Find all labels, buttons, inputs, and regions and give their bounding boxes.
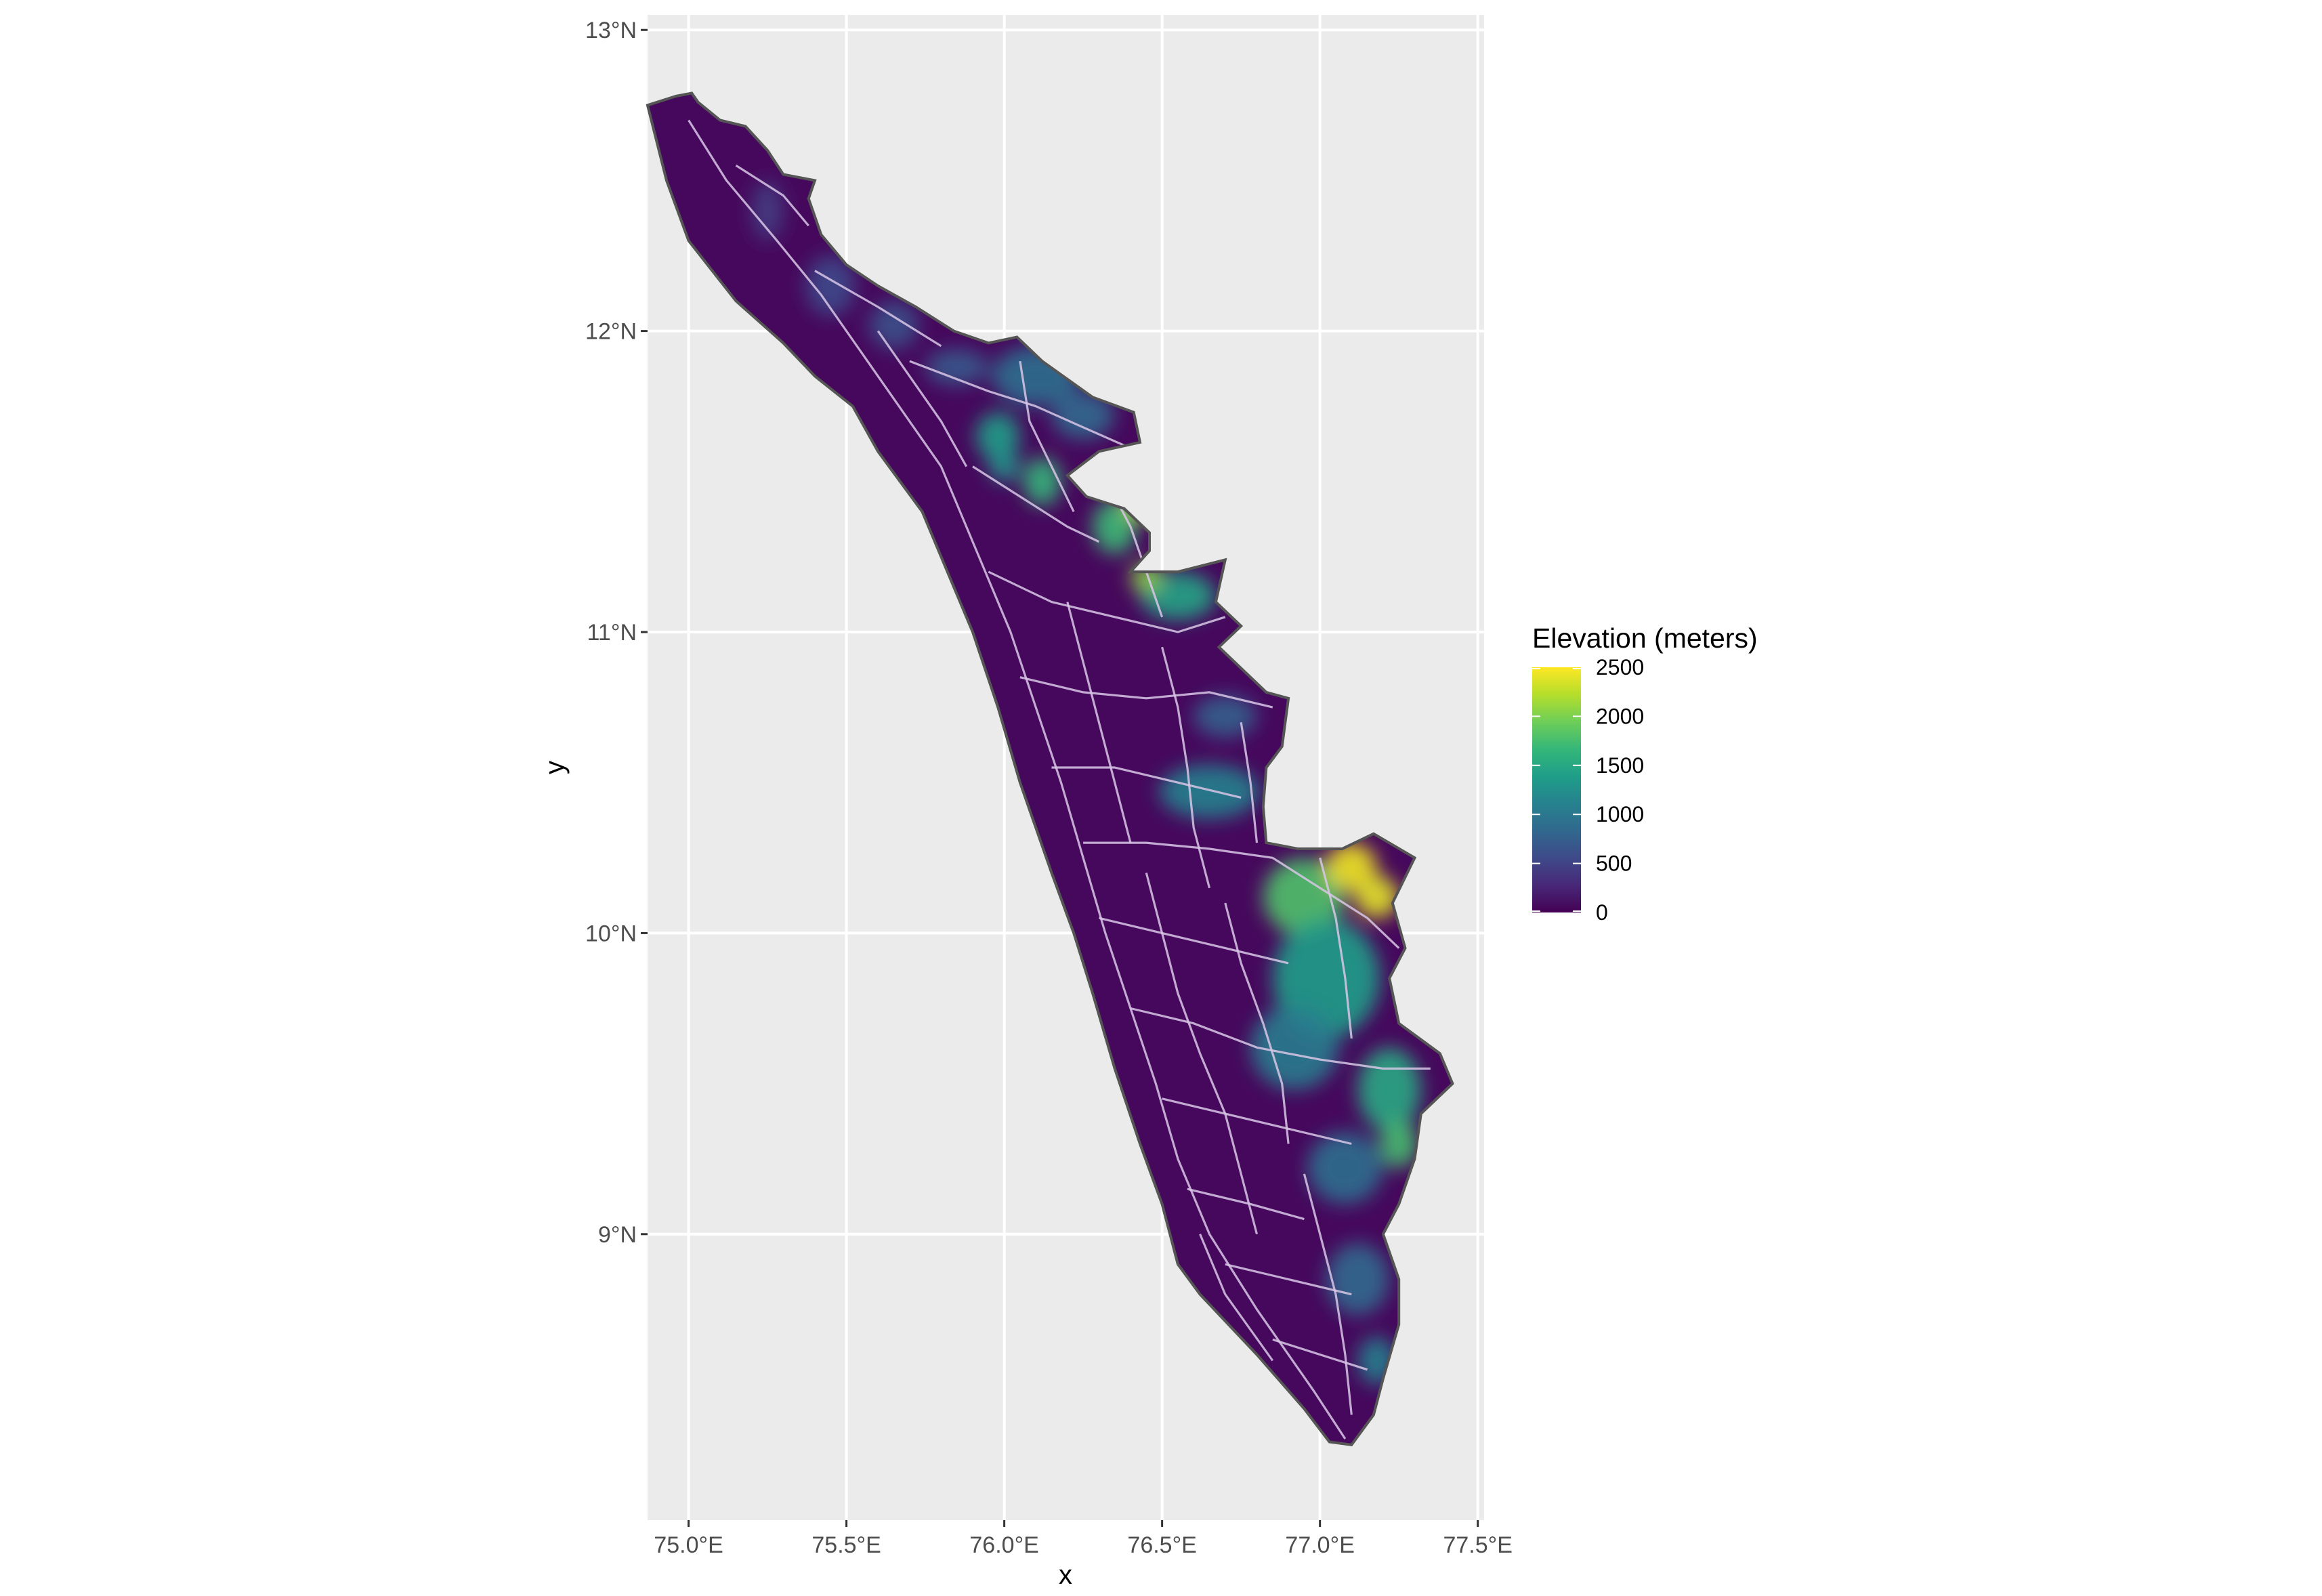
road-line [877,330,968,467]
road-line [688,119,1347,1440]
road-line [1145,873,1259,1235]
road-line [1240,722,1259,843]
road-line [1199,1234,1274,1362]
x-tick-label: 76.5°E [1127,1532,1196,1558]
road-line [1051,766,1242,799]
legend-ticks: 2500 2000 1500 1000 500 0 [1532,655,1644,925]
elevation-patch [925,349,989,385]
x-tick-label: 76.0°E [969,1532,1038,1558]
legend-title: Elevation (meters) [1532,623,1758,654]
state-map [646,91,1454,1447]
y-axis-title: y [540,761,570,774]
legend-break-label: 2000 [1596,704,1644,728]
elevation-patch [1326,843,1377,891]
road-line [1319,857,1353,1039]
legend-break-label: 1500 [1596,753,1644,778]
x-tick-label: 77.5°E [1443,1532,1512,1558]
road-line [814,270,942,348]
x-tick-label: 75.5°E [811,1532,881,1558]
x-axis-title: x [1059,1560,1072,1590]
elevation-patch [988,451,1020,482]
elevation-patch [868,301,919,350]
road-line [1161,646,1211,889]
road-network [688,119,1431,1440]
elevation-patch [1051,391,1115,440]
state-outline [646,91,1454,1447]
elevation-patch [1023,457,1061,506]
road-line [1083,841,1400,949]
elevation-patch [751,180,784,241]
state-base-fill [648,93,1453,1445]
road-line [1066,602,1132,843]
road-line [1303,1173,1353,1415]
elevation-patch [1250,1005,1339,1090]
y-tick-label: 9°N [598,1222,637,1248]
elevation-patch [1380,1119,1418,1169]
legend-break-label: 500 [1596,852,1632,876]
legend-break-label: 1000 [1596,802,1644,826]
road-line [1224,902,1290,1144]
elevation-patch [1354,875,1399,919]
y-axis: 9°N 10°N 11°N 12°N 13°N [585,18,648,1248]
legend-break-label: 0 [1596,900,1608,925]
elevation-patch [1307,1131,1383,1204]
road-line [1019,360,1075,513]
x-axis: 75.0°E 75.5°E 76.0°E 76.5°E 77.0°E 77.5°E [654,1520,1513,1558]
road-line [909,360,1125,446]
y-tick-label: 11°N [587,620,637,646]
road-line [1019,676,1273,709]
road-line [1187,1188,1305,1221]
legend: Elevation (meters) 2500 2000 1500 1000 500 0 [1532,623,1758,925]
road-line [1130,1007,1431,1070]
legend-break-label: 2500 [1596,655,1644,679]
x-tick-label: 77.0°E [1285,1532,1354,1558]
gridlines [648,15,1484,1520]
elevation-patch [805,255,856,316]
road-line [1225,1263,1352,1296]
elevation-patch [1326,1243,1390,1316]
elevation-patch [1158,764,1261,819]
road-line [988,570,1226,633]
x-tick-label: 75.0°E [654,1532,723,1558]
road-line [735,164,809,227]
elevation-patch [1357,1047,1421,1132]
road-line [1272,1338,1368,1371]
y-tick-label: 12°N [585,319,637,345]
elevation-patch [975,412,1020,461]
road-line [972,465,1100,543]
legend-colorbar [1532,667,1581,912]
y-tick-label: 13°N [585,18,637,43]
road-line [1162,1097,1352,1146]
y-tick-label: 10°N [585,921,637,946]
elevation-patch [1093,499,1137,554]
road-line [1099,917,1289,965]
